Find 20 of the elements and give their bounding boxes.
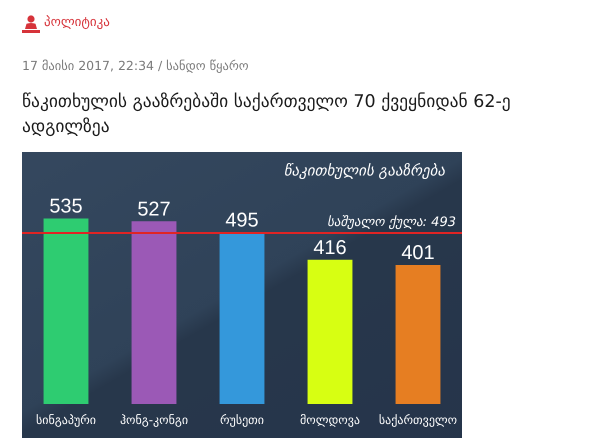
text: 17 მაისი 2017, 22:34 / სანდო წყარო <box>22 58 249 73</box>
chart-title: წაკითხულის გააზრებაში საქართველო 70 ქვეყნიდან 62-ე ადგილზეა <box>22 91 512 139</box>
bar <box>220 232 264 404</box>
x-tick-label: ჰონგ-კონგი <box>120 413 188 427</box>
data-label: 535 <box>49 196 83 218</box>
ref-line-label: საშუალო ქულა: 493 <box>327 215 456 230</box>
x-tick-label: საქართველო <box>378 413 458 427</box>
data-label: 401 <box>401 242 435 264</box>
data-label: 416 <box>313 236 347 259</box>
bar <box>44 218 88 404</box>
x-tick-label: რუსეთი <box>220 413 264 427</box>
bar <box>396 264 440 404</box>
bar <box>132 221 176 404</box>
chart-subtitle: წაკითხულის გააზრება <box>284 162 446 180</box>
x-tick-label: სინგაპური <box>36 413 96 427</box>
bar <box>308 260 352 404</box>
data-label: 527 <box>137 198 171 220</box>
x-tick-label: მოლდოვა <box>300 413 360 427</box>
data-label: 495 <box>225 209 259 232</box>
text: პოლიტიკა <box>44 15 110 30</box>
